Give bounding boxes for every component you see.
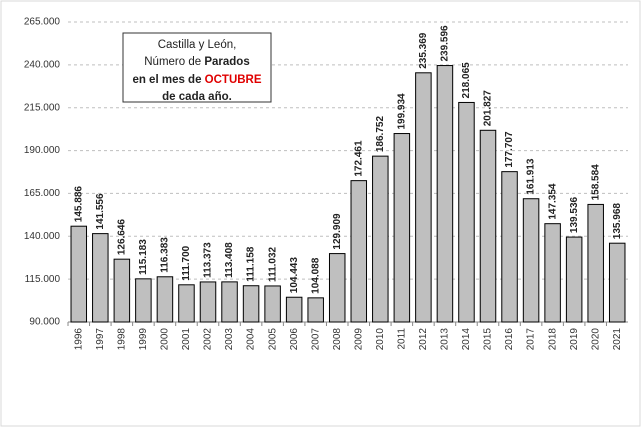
bar <box>587 203 604 323</box>
x-tick-label: 2018 <box>547 328 558 351</box>
title-text: OCTUBRE <box>205 74 262 86</box>
y-tick-label: 90.000 <box>29 317 60 328</box>
bar <box>479 129 497 323</box>
data-label: 147.354 <box>547 183 558 220</box>
title-text: en el mes de <box>132 74 204 86</box>
y-tick-label: 240.000 <box>24 59 61 70</box>
x-tick-label: 2017 <box>526 328 537 351</box>
data-label: 111.032 <box>267 246 278 281</box>
title-line: en el mes de OCTUBRE <box>132 74 261 86</box>
x-tick-label: 2021 <box>612 328 623 351</box>
data-label: 113.408 <box>224 242 235 278</box>
x-tick-label: 2003 <box>224 328 235 351</box>
x-tick-label: 2014 <box>461 328 472 351</box>
x-tick-label: 2008 <box>332 328 343 351</box>
x-tick-label: 2013 <box>440 328 451 351</box>
bar <box>393 133 411 323</box>
bar <box>113 258 131 323</box>
x-tick-label: 2005 <box>267 328 278 351</box>
x-tick-label: 1996 <box>73 328 84 351</box>
bar <box>565 236 583 323</box>
y-tick-label: 165.000 <box>24 188 61 199</box>
bar <box>178 284 195 323</box>
title-line: Castilla y León, <box>158 39 237 51</box>
data-label: 129.909 <box>332 213 343 250</box>
bar <box>264 285 281 323</box>
bar <box>92 233 109 323</box>
data-label: 111.700 <box>181 245 192 280</box>
y-tick-label: 140.000 <box>24 231 61 242</box>
data-label: 113.373 <box>203 242 214 278</box>
data-label: 104.443 <box>289 257 300 294</box>
data-label: 201.827 <box>483 90 494 127</box>
data-label: 158.584 <box>590 164 601 201</box>
x-tick-label: 2007 <box>310 328 321 351</box>
x-tick-label: 2020 <box>590 328 601 351</box>
data-label: 199.934 <box>396 93 407 130</box>
x-tick-label: 2006 <box>289 328 300 351</box>
data-label: 111.158 <box>246 246 257 281</box>
bar <box>135 278 152 323</box>
bar <box>199 281 217 323</box>
x-tick-label: 2001 <box>181 328 192 351</box>
data-label: 135.968 <box>612 203 623 240</box>
data-label: 235.369 <box>418 32 429 69</box>
bar <box>458 101 475 323</box>
bar <box>436 65 454 323</box>
title-line: de cada año. <box>162 91 232 103</box>
x-tick-label: 2019 <box>569 328 580 351</box>
data-label: 104.088 <box>310 257 321 294</box>
y-tick-label: 115.000 <box>25 274 61 285</box>
bar <box>156 276 174 323</box>
title-line: Número de Parados <box>144 56 249 68</box>
bar <box>242 285 260 323</box>
bar <box>544 223 561 323</box>
data-label: 177.707 <box>504 131 515 168</box>
data-label: 116.383 <box>160 237 171 273</box>
y-tick-label: 265.000 <box>24 17 61 28</box>
bar <box>372 155 389 323</box>
x-tick-label: 2011 <box>396 328 407 350</box>
title-box <box>122 32 272 103</box>
title-text: de cada año. <box>162 91 232 103</box>
data-label: 239.596 <box>440 25 451 62</box>
bar <box>608 242 626 323</box>
bar <box>285 296 303 323</box>
data-label: 115.183 <box>138 239 149 275</box>
data-label: 126.646 <box>116 219 127 256</box>
x-tick-label: 1999 <box>138 328 149 351</box>
bar <box>350 180 368 323</box>
bar <box>328 253 346 323</box>
data-label: 218.065 <box>461 62 472 99</box>
title-text: Castilla y León, <box>158 39 237 51</box>
x-tick-label: 2010 <box>375 328 386 351</box>
title-text: Número de <box>144 56 204 68</box>
data-label: 186.752 <box>375 116 386 153</box>
bar <box>221 281 238 323</box>
data-label: 139.536 <box>569 196 580 233</box>
bar <box>307 297 324 323</box>
x-tick-label: 1997 <box>95 328 106 351</box>
y-tick-label: 215.000 <box>24 102 61 113</box>
title-text: Parados <box>204 56 249 68</box>
bar <box>70 225 88 323</box>
bar <box>415 72 432 323</box>
data-label: 161.913 <box>526 158 537 195</box>
x-tick-label: 2012 <box>418 328 429 351</box>
x-tick-label: 2015 <box>483 328 494 351</box>
x-tick-label: 1998 <box>116 328 127 351</box>
x-tick-label: 2004 <box>246 328 257 351</box>
data-label: 141.556 <box>95 193 106 230</box>
data-label: 172.461 <box>353 140 364 177</box>
x-tick-label: 2002 <box>203 328 214 351</box>
y-tick-label: 190.000 <box>24 145 61 156</box>
x-tick-label: 2000 <box>160 328 171 351</box>
bar <box>501 171 518 323</box>
x-tick-label: 2016 <box>504 328 515 351</box>
x-tick-label: 2009 <box>353 328 364 351</box>
bar <box>522 198 540 323</box>
data-label: 145.886 <box>73 186 84 223</box>
